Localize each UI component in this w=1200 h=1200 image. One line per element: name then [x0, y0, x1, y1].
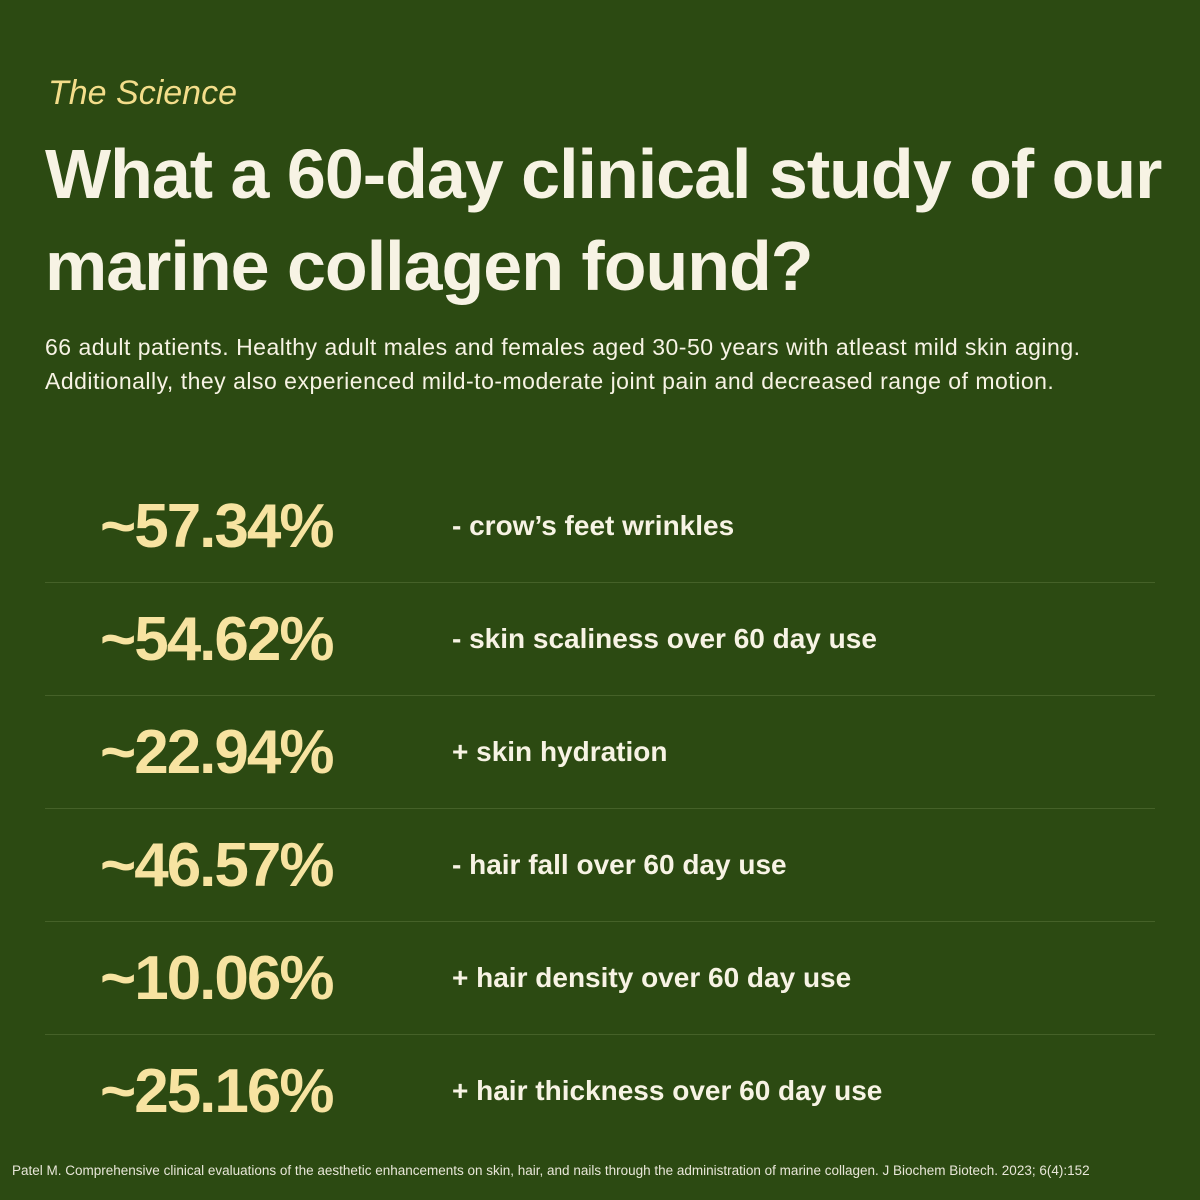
- stat-row: ~57.34% - crow’s feet wrinkles: [45, 470, 1155, 583]
- stat-label: + hair thickness over 60 day use: [452, 1075, 883, 1106]
- stat-label: - skin scaliness over 60 day use: [452, 623, 877, 654]
- title: What a 60-day clinical study of our mari…: [45, 135, 1162, 305]
- intro: 66 adult patients. Healthy adult males a…: [45, 334, 1081, 394]
- citation: Patel M. Comprehensive clinical evaluati…: [12, 1163, 1090, 1178]
- stat-row: ~22.94% + skin hydration: [45, 696, 1155, 809]
- eyebrow: The Science: [48, 74, 237, 112]
- stat-label: - hair fall over 60 day use: [452, 849, 787, 880]
- stat-label: + skin hydration: [452, 736, 668, 767]
- stat-value: ~22.94%: [100, 717, 335, 787]
- stat-value: ~10.06%: [100, 943, 335, 1013]
- stat-value: ~46.57%: [100, 830, 335, 900]
- stat-row: ~46.57% - hair fall over 60 day use: [45, 809, 1155, 922]
- stat-label: + hair density over 60 day use: [452, 962, 852, 993]
- stat-value: ~57.34%: [100, 491, 335, 561]
- stat-row: ~25.16% + hair thickness over 60 day use: [45, 1035, 1155, 1147]
- stat-row: ~54.62% - skin scaliness over 60 day use: [45, 583, 1155, 696]
- stat-value: ~25.16%: [100, 1056, 335, 1126]
- stat-value: ~54.62%: [100, 604, 335, 674]
- stats-list: ~57.34% - crow’s feet wrinkles ~54.62% - sk…: [45, 470, 1155, 1147]
- stat-row: ~10.06% + hair density over 60 day use: [45, 922, 1155, 1035]
- stat-label: - crow’s feet wrinkles: [452, 510, 735, 541]
